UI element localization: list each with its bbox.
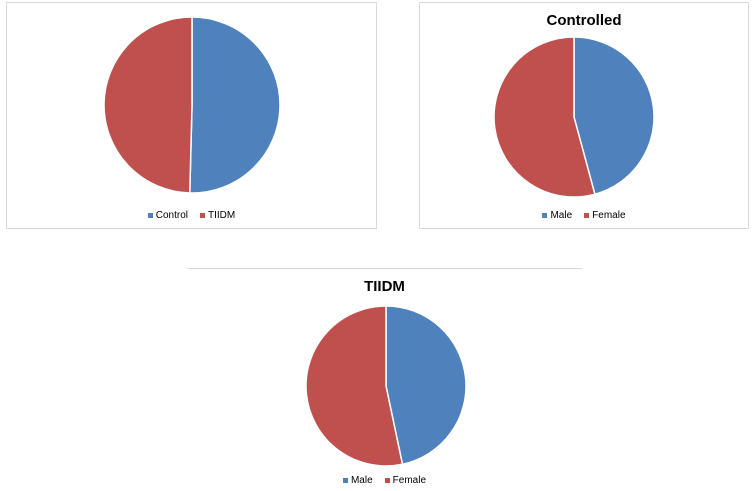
pie-slice-male [573,36,655,196]
legend-swatch-blue [542,213,548,218]
pie-slice-female [493,36,596,198]
pie-slice-tiidm [103,16,193,194]
legend-swatch-red [584,213,590,218]
legend: Control TIIDM [7,210,376,221]
legend-swatch-blue [147,213,153,218]
legend: Male Female [187,475,582,486]
legend-item-male: Male [542,210,572,221]
legend-item-tiidm: TIIDM [200,210,235,221]
legend-label: Female [392,475,427,486]
legend-swatch-red [200,213,206,218]
chart-panel-tiidm: TIIDM Male Female [187,268,582,491]
legend-label: Male [550,210,573,221]
pie-chart-tiidm [305,305,467,467]
legend-label: TIIDM [208,210,236,221]
legend-item-control: Control [147,210,189,221]
chart-title: TIIDM [364,278,405,295]
legend-label: Control [155,210,189,221]
pie-chart-overall [103,16,281,194]
chart-panel-controlled: Controlled Male Female [419,2,749,229]
legend-swatch-blue [342,478,348,483]
chart-panel-overall: Control TIIDM [6,2,377,229]
legend-swatch-red [384,478,390,483]
pie-slice-female [305,305,404,467]
legend-label: Female [592,210,626,221]
legend: Male Female [420,210,748,221]
pie-chart-controlled [493,36,655,198]
legend-label: Male [350,475,373,486]
legend-item-female: Female [584,210,626,221]
pie-slice-control [189,16,281,194]
pie-slice-male [385,305,467,466]
legend-item-female: Female [384,475,427,486]
chart-title: Controlled [546,12,622,29]
legend-item-male: Male [342,475,373,486]
